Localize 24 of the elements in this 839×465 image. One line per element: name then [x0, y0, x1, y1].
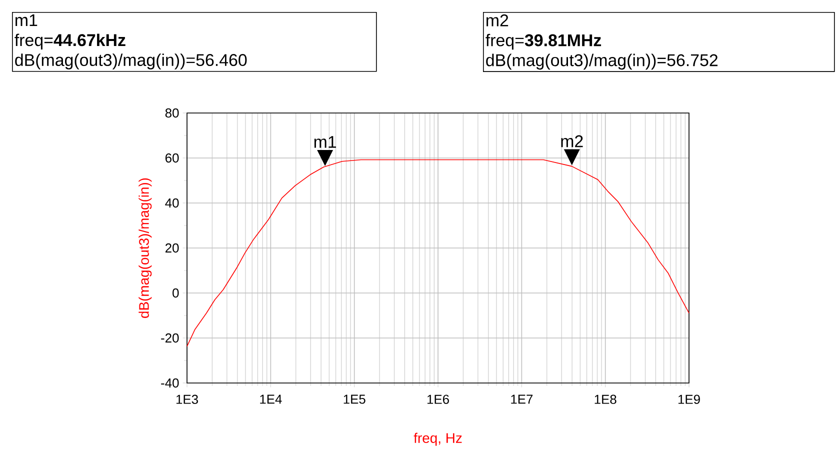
- y-tick-label: 0: [172, 288, 179, 298]
- y-tick-label: 40: [165, 198, 179, 208]
- x-tick-label: 1E7: [511, 394, 533, 404]
- text: m1: [16, 14, 38, 26]
- y-axis-title: dB(mag(out3)/mag(in)): [138, 178, 152, 318]
- annotation: m2: [561, 135, 583, 148]
- x-tick-label: 1E5: [344, 394, 366, 404]
- text: freq=44.67kHz: [14, 34, 126, 50]
- x-tick-label: 1E6: [427, 394, 449, 404]
- x-tick-label: 1E4: [260, 394, 282, 404]
- text: dB(mag(out3)/mag(in))=56.460: [15, 54, 247, 70]
- text: m2: [486, 14, 508, 26]
- y-tick-label: -40: [161, 378, 179, 388]
- x-tick-label: 1E3: [176, 394, 198, 404]
- text: dB(mag(out3)/mag(in))=56.752: [486, 54, 718, 70]
- x-tick-label: 1E9: [678, 394, 700, 404]
- x-tick-label: 1E8: [594, 394, 616, 404]
- y-tick-label: -20: [161, 333, 179, 343]
- y-tick-label: 20: [165, 243, 179, 253]
- x-axis-title: freq, Hz: [414, 432, 462, 446]
- y-tick-label: 60: [165, 153, 179, 163]
- annotation: m1: [314, 136, 336, 148]
- y-tick-label: 80: [165, 108, 179, 118]
- text: freq=39.81MHz: [486, 34, 602, 50]
